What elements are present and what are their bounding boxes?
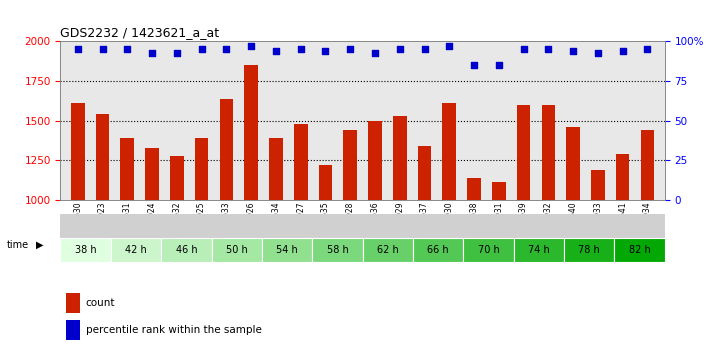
- Bar: [245, 65, 258, 200]
- Bar: [220, 99, 233, 200]
- Point: [518, 47, 529, 52]
- Bar: [262, 238, 312, 262]
- Point: [642, 47, 653, 52]
- Text: 46 h: 46 h: [176, 245, 197, 255]
- Bar: [319, 165, 332, 200]
- Point: [345, 47, 356, 52]
- Point: [493, 62, 505, 68]
- Text: 42 h: 42 h: [125, 245, 147, 255]
- Bar: [67, 293, 80, 313]
- Bar: [71, 103, 85, 200]
- Point: [469, 62, 480, 68]
- Bar: [120, 138, 134, 200]
- Bar: [413, 238, 464, 262]
- Bar: [363, 238, 413, 262]
- Text: 82 h: 82 h: [629, 245, 651, 255]
- Bar: [312, 238, 363, 262]
- Bar: [96, 115, 109, 200]
- Bar: [517, 105, 530, 200]
- Bar: [418, 146, 432, 200]
- Bar: [60, 238, 111, 262]
- Bar: [467, 178, 481, 200]
- Bar: [269, 138, 283, 200]
- Point: [196, 47, 208, 52]
- Bar: [492, 182, 506, 200]
- Text: 38 h: 38 h: [75, 245, 97, 255]
- Text: percentile rank within the sample: percentile rank within the sample: [86, 325, 262, 335]
- Text: 74 h: 74 h: [528, 245, 550, 255]
- Point: [320, 48, 331, 54]
- Point: [97, 47, 108, 52]
- Point: [567, 48, 579, 54]
- Text: 62 h: 62 h: [377, 245, 399, 255]
- Bar: [343, 130, 357, 200]
- Text: 66 h: 66 h: [427, 245, 449, 255]
- Bar: [564, 238, 614, 262]
- Bar: [60, 214, 665, 238]
- Text: 50 h: 50 h: [226, 245, 247, 255]
- Text: 58 h: 58 h: [326, 245, 348, 255]
- Bar: [195, 138, 208, 200]
- Point: [592, 50, 604, 55]
- Bar: [170, 156, 183, 200]
- Text: count: count: [86, 298, 115, 308]
- Bar: [514, 238, 564, 262]
- Bar: [145, 148, 159, 200]
- Text: GDS2232 / 1423621_a_at: GDS2232 / 1423621_a_at: [60, 26, 220, 39]
- Bar: [614, 238, 665, 262]
- Text: 54 h: 54 h: [276, 245, 298, 255]
- Point: [220, 47, 232, 52]
- Point: [72, 47, 83, 52]
- Bar: [368, 121, 382, 200]
- Bar: [161, 238, 212, 262]
- Point: [171, 50, 183, 55]
- Bar: [641, 130, 654, 200]
- Bar: [442, 103, 456, 200]
- Point: [542, 47, 554, 52]
- Bar: [616, 154, 629, 200]
- Text: time: time: [7, 240, 29, 250]
- Point: [394, 47, 405, 52]
- Bar: [294, 124, 307, 200]
- Point: [270, 48, 282, 54]
- Point: [245, 43, 257, 49]
- Point: [617, 48, 629, 54]
- Bar: [464, 238, 514, 262]
- Text: ▶: ▶: [36, 240, 43, 250]
- Bar: [567, 127, 580, 200]
- Bar: [393, 116, 407, 200]
- Point: [444, 43, 455, 49]
- Point: [122, 47, 133, 52]
- Bar: [111, 238, 161, 262]
- Point: [419, 47, 430, 52]
- Point: [295, 47, 306, 52]
- Text: 70 h: 70 h: [478, 245, 499, 255]
- Text: 78 h: 78 h: [578, 245, 600, 255]
- Bar: [591, 170, 605, 200]
- Point: [146, 50, 158, 55]
- Bar: [542, 105, 555, 200]
- Bar: [212, 238, 262, 262]
- Bar: [67, 320, 80, 340]
- Point: [369, 50, 380, 55]
